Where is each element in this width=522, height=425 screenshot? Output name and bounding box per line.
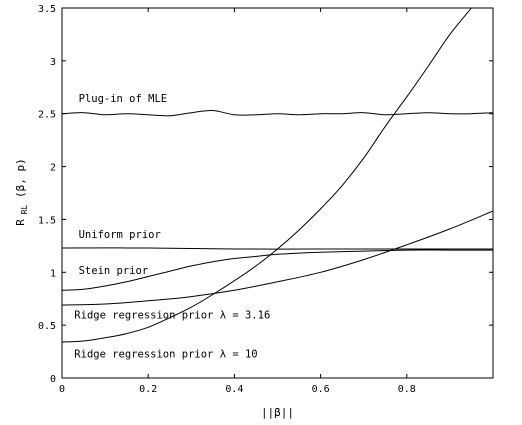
x-tick-label: 0.6 (312, 384, 330, 395)
series-annotation-4: Ridge regression prior λ = 10 (74, 349, 257, 361)
x-tick-label: 0.2 (139, 384, 157, 395)
x-tick-label: 0.8 (398, 384, 416, 395)
y-axis-label-sub: RL (20, 204, 29, 219)
axes: 0 0.2 0.4 0.6 0.8 0 0.5 1 1.5 2 2.5 3 3.5 (38, 4, 494, 395)
x-tick-label: 0 (59, 384, 65, 395)
y-tick-label: 0.5 (38, 321, 56, 332)
series-annotation-0: Plug-in of MLE (79, 93, 168, 105)
series-line-4 (62, 8, 472, 343)
y-tick-label: 2.5 (38, 110, 56, 121)
y-axis-label-main: R (14, 219, 27, 226)
series-line-0 (62, 109, 493, 117)
y-tick-label: 3.5 (38, 4, 56, 15)
series-annotation-3: Ridge regression prior λ = 3.16 (74, 310, 270, 322)
annotations-group: Plug-in of MLE Uniform prior Stein prior Ri… (74, 93, 270, 361)
x-tick-label: 0.4 (225, 384, 243, 395)
series-group (62, 8, 493, 343)
y-tick-label: 1 (50, 268, 56, 279)
y-axis-label: R RL (β, p) (14, 158, 29, 225)
series-annotation-1: Uniform prior (79, 229, 161, 241)
y-tick-label: 0 (50, 374, 56, 385)
series-annotation-2: Stein prior (79, 265, 149, 277)
y-axis-label-args: (β, p) (14, 158, 27, 204)
y-tick-label: 1.5 (38, 215, 56, 226)
y-tick-label: 3 (50, 57, 56, 68)
y-tick-label: 2 (50, 163, 56, 174)
series-line-2 (62, 249, 493, 291)
series-line-3 (62, 210, 493, 306)
x-axis-label: ||β|| (261, 406, 294, 419)
plot-frame (61, 7, 494, 379)
